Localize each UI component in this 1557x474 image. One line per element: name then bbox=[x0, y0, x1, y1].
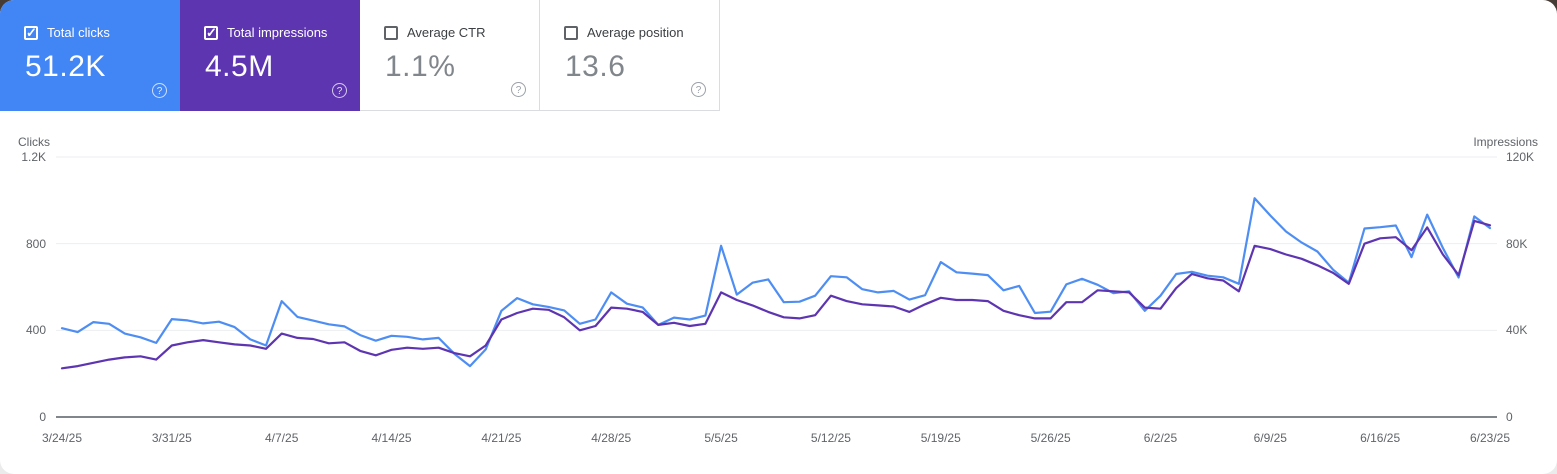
date-tick-label: 5/5/25 bbox=[704, 431, 738, 445]
total-clicks-label: Total clicks bbox=[47, 25, 110, 40]
date-tick-label: 6/23/25 bbox=[1469, 431, 1511, 445]
date-tick-label: 3/31/25 bbox=[151, 431, 192, 445]
impressions-tick-label: 120K bbox=[1506, 150, 1535, 164]
average-position-card[interactable]: Average position 13.6 ? bbox=[540, 0, 720, 111]
date-tick-label: 6/9/25 bbox=[1253, 431, 1287, 445]
date-tick-label: 4/28/25 bbox=[591, 431, 632, 445]
clicks-tick-label: 1.2K bbox=[21, 150, 46, 164]
clicks-tick-label: 0 bbox=[39, 410, 46, 424]
average-ctr-value: 1.1% bbox=[385, 50, 456, 83]
date-tick-label: 4/21/25 bbox=[481, 431, 522, 445]
average-ctr-label: Average CTR bbox=[407, 25, 486, 40]
help-icon[interactable]: ? bbox=[691, 82, 706, 97]
date-tick-label: 5/12/25 bbox=[810, 431, 851, 445]
average-position-label: Average position bbox=[587, 25, 684, 40]
total-clicks-checkbox[interactable] bbox=[24, 25, 38, 40]
clicks-axis-title: Clicks bbox=[18, 135, 50, 149]
total-impressions-checkbox[interactable] bbox=[204, 25, 218, 40]
impressions-tick-label: 40K bbox=[1506, 323, 1528, 338]
total-clicks-value: 51.2K bbox=[25, 50, 106, 83]
metric-cards: Total clicks 51.2K ? Total impressions 4… bbox=[0, 0, 720, 111]
help-icon[interactable]: ? bbox=[511, 82, 526, 97]
average-ctr-checkbox[interactable] bbox=[384, 25, 398, 40]
average-position-checkbox[interactable] bbox=[564, 25, 578, 40]
total-clicks-card[interactable]: Total clicks 51.2K ? bbox=[0, 0, 180, 111]
date-tick-label: 6/16/25 bbox=[1360, 431, 1401, 445]
average-ctr-card[interactable]: Average CTR 1.1% ? bbox=[360, 0, 540, 111]
average-position-value: 13.6 bbox=[565, 50, 626, 83]
date-tick-label: 4/7/25 bbox=[265, 431, 299, 445]
date-tick-label: 5/26/25 bbox=[1030, 431, 1071, 445]
date-tick-label: 3/24/25 bbox=[41, 431, 83, 445]
total-impressions-label: Total impressions bbox=[227, 25, 328, 40]
impressions-tick-label: 80K bbox=[1506, 236, 1528, 251]
help-icon[interactable]: ? bbox=[332, 83, 347, 98]
total-impressions-card[interactable]: Total impressions 4.5M ? bbox=[180, 0, 360, 111]
date-tick-label: 6/2/25 bbox=[1143, 431, 1178, 445]
date-tick-label: 5/19/25 bbox=[920, 431, 961, 445]
impressions-tick-label: 0 bbox=[1506, 410, 1513, 424]
clicks-tick-label: 400 bbox=[25, 323, 46, 338]
total-impressions-value: 4.5M bbox=[205, 50, 274, 83]
impressions-axis-title: Impressions bbox=[1473, 135, 1538, 149]
help-icon[interactable]: ? bbox=[152, 83, 167, 98]
date-tick-label: 4/14/25 bbox=[371, 431, 412, 445]
clicks-tick-label: 800 bbox=[25, 236, 46, 251]
